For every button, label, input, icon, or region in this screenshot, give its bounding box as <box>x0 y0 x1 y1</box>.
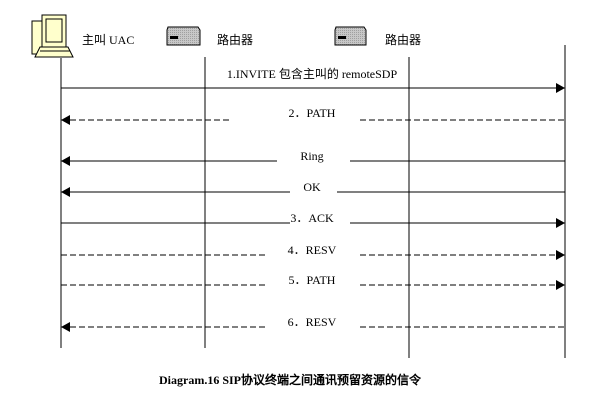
message-label: 5．PATH <box>289 273 336 287</box>
message-label: OK <box>303 180 321 194</box>
arrowhead-icon <box>556 83 565 93</box>
caption: Diagram.16 SIP协议终端之间通讯预留资源的信令 <box>159 372 422 387</box>
message-label: 4．RESV <box>288 243 337 257</box>
participant-label: 路由器 <box>385 32 421 47</box>
router-icon <box>166 26 201 46</box>
arrowhead-icon <box>61 187 70 197</box>
message-label: Ring <box>300 149 323 163</box>
arrowhead-icon <box>61 115 70 125</box>
participant-label: 路由器 <box>217 32 253 47</box>
message-label: 6．RESV <box>288 315 337 329</box>
message-label: 1.INVITE 包含主叫的 remoteSDP <box>227 66 398 81</box>
router-icon <box>334 26 367 46</box>
arrowhead-icon <box>61 156 70 166</box>
message-label: 3．ACK <box>290 211 334 225</box>
arrowhead-icon <box>556 280 565 290</box>
arrowhead-icon <box>556 250 565 260</box>
computer-icon <box>31 14 74 58</box>
message-label: 2．PATH <box>289 106 336 120</box>
arrowhead-icon <box>556 218 565 228</box>
participant-label: 主叫 UAC <box>82 33 134 47</box>
arrowhead-icon <box>61 322 70 332</box>
